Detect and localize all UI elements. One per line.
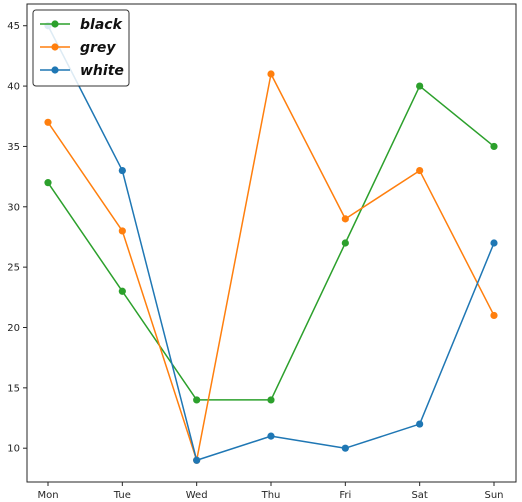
legend-entry-white: white: [40, 63, 124, 79]
data-point-white-fri: [341, 444, 349, 452]
data-point-white-sun: [490, 239, 498, 247]
y-tick-label: 30: [7, 202, 20, 213]
legend-entry-black: black: [40, 17, 124, 33]
legend-marker-black: [51, 20, 59, 28]
data-point-black-thu: [267, 396, 275, 404]
y-tick-label: 25: [7, 263, 20, 274]
legend-label-grey: grey: [80, 40, 116, 56]
data-point-white-sat: [416, 420, 424, 428]
legend: black grey white: [32, 9, 130, 87]
legend-label-black: black: [80, 17, 124, 33]
x-tick-label: Wed: [186, 490, 208, 501]
legend-entry-grey: grey: [40, 40, 116, 56]
data-point-grey-tue: [118, 227, 126, 235]
data-point-black-sun: [490, 142, 498, 151]
legend-box: [32, 9, 130, 87]
series-grey: [44, 70, 498, 464]
y-tick-label: 10: [7, 444, 20, 455]
x-tick-label: Mon: [37, 490, 58, 501]
data-point-white-wed: [193, 456, 201, 464]
y-tick-label: 40: [7, 82, 20, 93]
data-point-black-sat: [416, 82, 424, 90]
data-point-black-fri: [341, 239, 349, 247]
x-tick-label: Sun: [484, 490, 503, 501]
data-point-black-mon: [44, 179, 52, 187]
y-axis: 10 15 20 25 30 35 40 45: [7, 21, 27, 455]
y-tick-label: 35: [7, 142, 20, 153]
data-point-white-thu: [267, 432, 275, 440]
data-point-grey-sun: [490, 311, 498, 320]
series-black: [44, 82, 498, 404]
series-line-black: [47, 85, 495, 401]
data-point-black-wed: [193, 396, 201, 404]
y-tick-label: 15: [7, 383, 20, 394]
y-tick-label: 20: [7, 323, 20, 334]
y-tick-label: 45: [7, 21, 20, 32]
legend-label-white: white: [80, 63, 124, 79]
data-point-white-tue: [118, 166, 126, 175]
x-tick-label: Thu: [261, 490, 281, 501]
series-line-white: [47, 25, 495, 462]
data-point-grey-fri: [341, 215, 349, 223]
data-point-grey-sat: [416, 166, 424, 175]
data-point-grey-thu: [267, 70, 275, 78]
x-tick-label: Sat: [411, 490, 427, 501]
legend-marker-white: [51, 66, 59, 74]
x-axis: Mon Tue Wed Thu Fri Sat Sun: [37, 482, 504, 501]
series-layer: [44, 22, 498, 464]
data-point-grey-mon: [44, 118, 52, 126]
legend-marker-grey: [51, 43, 59, 51]
data-point-black-tue: [118, 287, 126, 295]
x-tick-label: Fri: [339, 490, 351, 501]
x-tick-label: Tue: [113, 490, 131, 501]
